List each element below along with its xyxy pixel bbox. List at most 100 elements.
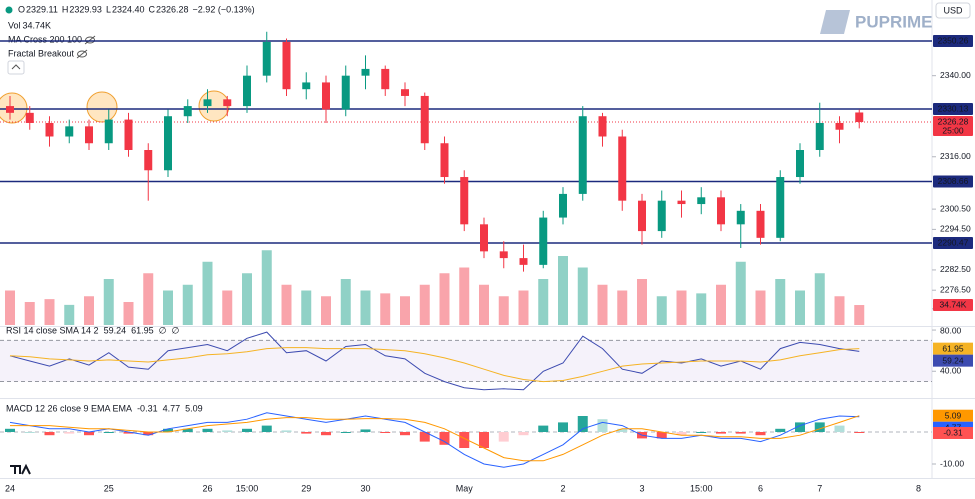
candle-body: [618, 136, 627, 201]
volume-bar: [380, 293, 391, 325]
level-label: 2330.13: [938, 103, 969, 113]
x-tick-label: 30: [360, 483, 370, 493]
level-label-bg: [933, 103, 973, 116]
last-price-bg: [933, 116, 973, 137]
candle-body: [401, 89, 409, 96]
histogram-bar: [360, 429, 371, 432]
ohlc-value: 2324.40: [112, 4, 145, 14]
x-tick-label: 2: [560, 483, 565, 493]
histogram-bar: [617, 428, 628, 432]
legend-value: 5.09: [185, 403, 203, 413]
volume-bar: [716, 284, 726, 325]
histogram-bar: [163, 428, 173, 432]
candle-body: [361, 68, 370, 76]
indicator-line: [9, 331, 860, 391]
candle-body: [124, 119, 133, 150]
histogram-bar: [439, 432, 450, 445]
value-label: 61.95: [942, 343, 964, 353]
visibility-icon: [85, 36, 96, 44]
volume-bar: [242, 273, 252, 325]
volume-bar: [795, 290, 805, 325]
volume-bar: [202, 261, 213, 325]
candle-body: [25, 112, 34, 123]
candle-body: [6, 106, 14, 113]
candle-body: [183, 106, 192, 117]
histogram-bar: [340, 432, 351, 433]
histogram-bar: [676, 432, 687, 436]
ohlc-letter: L: [106, 4, 111, 14]
last-price-label: 2326.28: [938, 116, 969, 126]
histogram-bar: [400, 432, 410, 436]
candle-body: [85, 126, 93, 144]
volume-bar: [696, 293, 707, 325]
volume-bar: [854, 305, 865, 325]
histogram-bar: [577, 416, 588, 432]
candle-body: [539, 217, 548, 265]
indicator-line: [10, 415, 860, 462]
histogram-bar: [242, 428, 252, 432]
histogram-bar: [814, 422, 825, 432]
highlight-circle: [86, 91, 118, 123]
volume-bar: [617, 290, 628, 325]
value-label-bg: [933, 354, 973, 367]
histogram-bar: [281, 430, 292, 432]
x-tick-label: 7: [817, 483, 822, 493]
volume-bar: [755, 290, 766, 325]
legend-value: -0.31: [137, 403, 158, 413]
collapse-button[interactable]: [7, 60, 25, 75]
legend-value: 4.77: [163, 403, 181, 413]
candle-body: [203, 99, 212, 107]
currency-box[interactable]: [935, 2, 971, 19]
histogram-bar: [321, 432, 331, 436]
histogram-bar: [735, 432, 746, 434]
histogram-bar: [597, 419, 608, 432]
histogram-bar: [44, 432, 55, 436]
legend-extra: ∅: [159, 325, 167, 335]
status-dot: [5, 6, 13, 14]
logo: PUPRIME: [855, 12, 932, 31]
volume-bar: [834, 296, 845, 325]
collapse-icon: [11, 64, 21, 70]
histogram-bar: [854, 432, 865, 433]
volume-bar: [64, 304, 75, 325]
candle-body: [322, 82, 330, 110]
histogram-bar: [123, 432, 134, 434]
candle-body: [223, 99, 232, 107]
logo-icon: [820, 10, 850, 34]
candle-body: [796, 150, 804, 178]
y-tick-label: 80.00: [940, 325, 962, 335]
value-label-bg: [933, 342, 973, 355]
candle-body: [164, 116, 172, 171]
x-tick-label: 25: [104, 483, 114, 493]
volume-bar: [340, 279, 351, 325]
candle-body: [341, 75, 350, 110]
candle-body: [717, 197, 725, 225]
histogram-bar: [24, 432, 35, 433]
candle-body: [598, 116, 607, 137]
candle-body: [282, 41, 291, 90]
x-tick-label: 29: [301, 483, 311, 493]
volume-bar: [439, 273, 450, 325]
volume-bar: [656, 296, 667, 325]
indicator-line: [9, 347, 860, 383]
histogram-bar: [419, 432, 430, 442]
x-tick-label: 24: [5, 483, 15, 493]
level-label-bg: [933, 237, 973, 250]
volume-bar: [814, 273, 825, 325]
volume-bar: [498, 296, 509, 325]
volume-label: 34.74K: [940, 299, 967, 309]
x-tick-label: 8: [916, 483, 921, 493]
histogram-bar: [558, 422, 568, 432]
volume-bar: [44, 299, 55, 325]
histogram-bar: [656, 432, 667, 439]
histogram-bar: [696, 432, 707, 433]
candle-body: [736, 210, 745, 225]
candle-body: [835, 122, 844, 130]
y-tick-label: 2282.50: [940, 264, 971, 274]
level-label-bg: [933, 35, 973, 48]
volume-label-bg: [933, 299, 973, 312]
volume-bar: [558, 256, 568, 325]
tv-logo: [10, 463, 31, 475]
candle-body: [302, 82, 311, 90]
